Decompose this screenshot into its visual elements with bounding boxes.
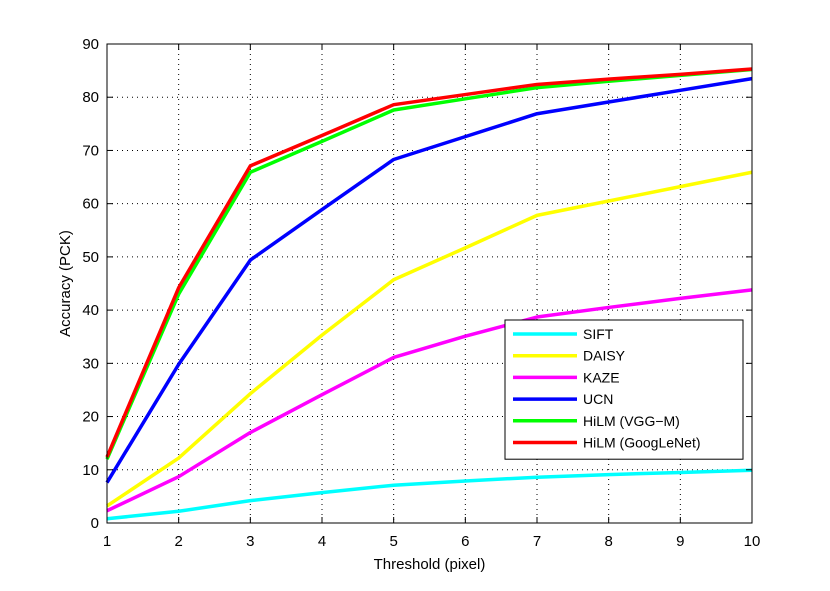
y-tick-label: 80	[82, 89, 99, 106]
y-tick-label: 50	[82, 249, 99, 266]
x-tick-label: 4	[318, 533, 326, 550]
axis-ticks	[106, 43, 753, 524]
series-line-ucn	[105, 76, 753, 484]
legend-label-hilm-vgg-m: HiLM (VGG−M)	[583, 413, 680, 429]
x-tick-label: 5	[389, 533, 397, 550]
y-tick-label: 0	[91, 515, 99, 532]
legend: SIFT DAISY KAZE UCN HiLM (VGG−M) HiLM (GoogLe…	[504, 319, 744, 460]
series-line-kaze	[106, 288, 753, 513]
x-tick-label: 1	[103, 533, 111, 550]
series-line-sift	[106, 468, 753, 521]
y-tick-label: 30	[82, 355, 99, 372]
y-tick-label: 10	[82, 462, 99, 479]
legend-label-sift: SIFT	[583, 326, 614, 342]
y-tick-label: 60	[82, 196, 99, 213]
y-tick-label: 90	[82, 36, 99, 53]
x-tick-label: 3	[246, 533, 254, 550]
y-axis-label: Accuracy (PCK)	[57, 230, 74, 337]
x-tick-label: 2	[174, 533, 182, 550]
series-line-daisy	[106, 170, 753, 508]
legend-label-hilm-googlenet: HiLM (GoogLeNet)	[583, 435, 701, 451]
x-tick-label: 10	[744, 533, 761, 550]
legend-box	[504, 319, 744, 460]
y-tick-label: 70	[82, 142, 99, 159]
legend-label-kaze: KAZE	[583, 369, 620, 385]
x-tick-label: 7	[533, 533, 541, 550]
plot-frame	[106, 43, 753, 524]
x-tick-label: 6	[461, 533, 469, 550]
series-lines	[105, 67, 753, 521]
legend-label-daisy: DAISY	[583, 348, 626, 364]
y-tick-label: 40	[82, 302, 99, 319]
y-tick-label: 20	[82, 409, 99, 426]
series-line-hilm-googlenet	[105, 67, 753, 458]
x-tick-label: 8	[604, 533, 612, 550]
legend-label-ucn: UCN	[583, 391, 613, 407]
x-axis-label: Threshold (pixel)	[374, 556, 486, 573]
tick-labels: 1 2 3 4 5 6 7 8 9 10 0 10 20 30 40 50 60 70 80 90	[82, 36, 760, 550]
x-tick-label: 9	[676, 533, 684, 550]
